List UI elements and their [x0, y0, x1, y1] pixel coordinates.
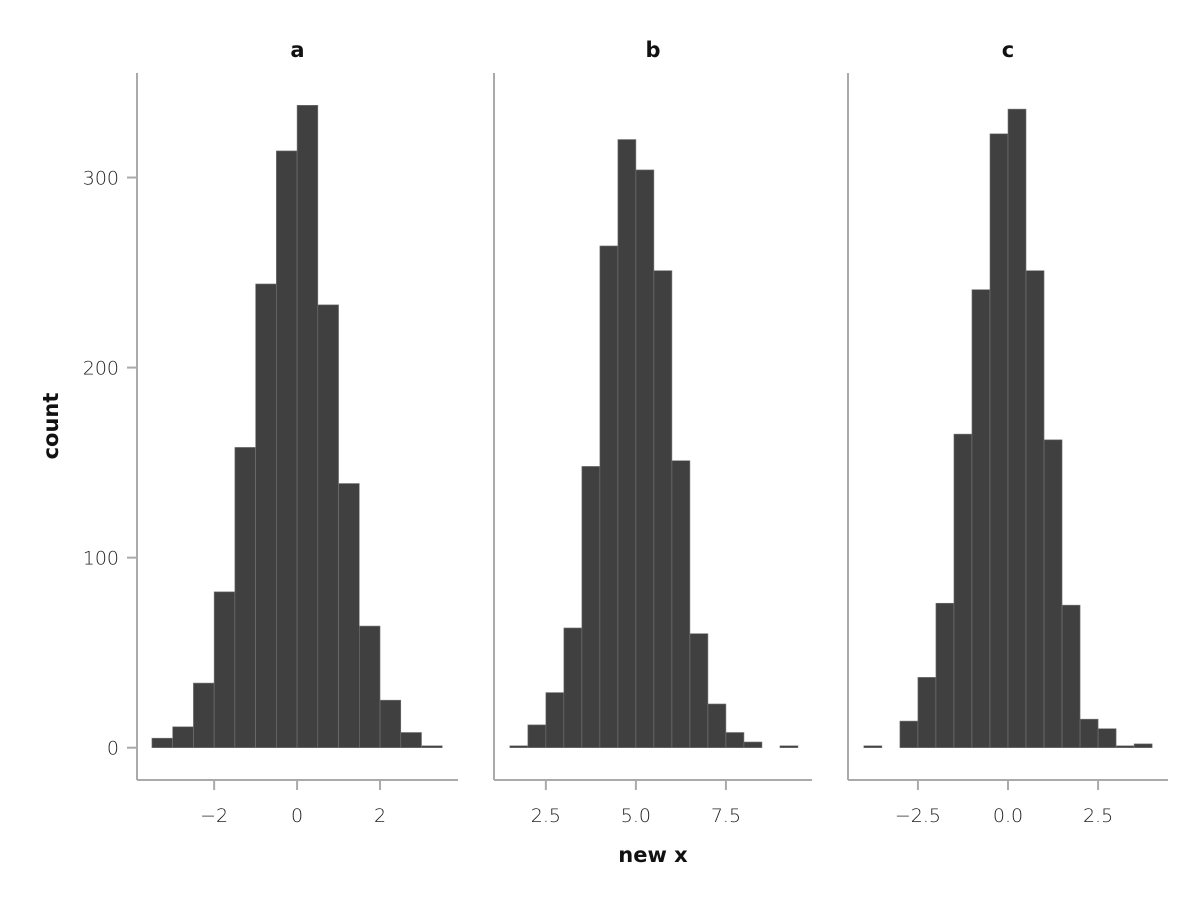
- histogram-bar: [400, 732, 422, 748]
- histogram-bar: [358, 625, 381, 748]
- histogram-bar: [234, 447, 256, 748]
- histogram-bar: [935, 602, 955, 748]
- histogram-bar: [863, 745, 883, 748]
- histogram-bar: [317, 304, 339, 748]
- histogram-bar: [581, 466, 601, 748]
- y-tick-label: 300: [83, 168, 119, 190]
- histogram-bar: [421, 745, 443, 748]
- histogram-bar: [707, 703, 727, 748]
- histogram-bar: [172, 726, 194, 748]
- y-axis-label: count: [39, 393, 63, 460]
- histogram-bar: [1115, 745, 1135, 748]
- histogram-bar: [743, 741, 763, 748]
- x-tick-label: 0.0: [993, 805, 1023, 827]
- histogram-bar: [1079, 718, 1099, 748]
- panel-title-b: b: [645, 38, 660, 62]
- histogram-bar: [635, 169, 655, 748]
- histogram-bar: [276, 150, 298, 748]
- x-tick-label: −2.5: [895, 805, 941, 827]
- histogram-bar: [151, 737, 173, 748]
- histogram-bar: [1133, 743, 1153, 748]
- histogram-bar: [545, 692, 565, 748]
- histogram-bar: [599, 245, 619, 748]
- x-tick-label: 0: [291, 805, 303, 827]
- histogram-bar: [255, 283, 277, 748]
- histogram-bar: [527, 724, 547, 748]
- histogram-bar: [296, 105, 319, 748]
- histogram-bar: [671, 460, 691, 748]
- histogram-bar: [509, 745, 529, 748]
- panel-title-c: c: [1002, 38, 1014, 62]
- histogram-bar: [1007, 108, 1027, 748]
- histogram-bar: [689, 633, 709, 748]
- histogram-bar: [899, 720, 919, 748]
- y-tick-label: 100: [83, 548, 119, 570]
- x-tick-label: 2.5: [1083, 805, 1113, 827]
- histogram-bar: [1097, 728, 1117, 748]
- x-tick-label: 5.0: [621, 805, 651, 827]
- y-tick-label: 200: [83, 358, 119, 380]
- histogram-bar: [953, 433, 973, 748]
- histogram-bar: [917, 677, 937, 748]
- x-tick-label: 7.5: [711, 805, 741, 827]
- histogram-bar: [725, 732, 745, 748]
- histogram-bar: [617, 139, 637, 748]
- histogram-bar: [779, 745, 799, 748]
- histogram-bar: [193, 682, 215, 748]
- y-tick-label: 0: [107, 738, 119, 760]
- histogram-bar: [379, 699, 402, 748]
- histogram-bar: [989, 133, 1009, 748]
- x-tick-label: −2: [200, 805, 228, 827]
- panel-title-a: a: [290, 38, 304, 62]
- histogram-bar: [1061, 604, 1081, 748]
- x-tick-label: 2: [374, 805, 386, 827]
- histogram-bar: [653, 270, 673, 748]
- x-axis-label: new x: [618, 843, 688, 867]
- x-tick-label: 2.5: [531, 805, 561, 827]
- histogram-bar: [1043, 439, 1063, 748]
- histogram-bar: [971, 289, 991, 748]
- histogram-bar: [213, 591, 236, 748]
- histogram-bar: [338, 483, 360, 748]
- histogram-bar: [563, 627, 583, 748]
- histogram-bar: [1025, 270, 1045, 748]
